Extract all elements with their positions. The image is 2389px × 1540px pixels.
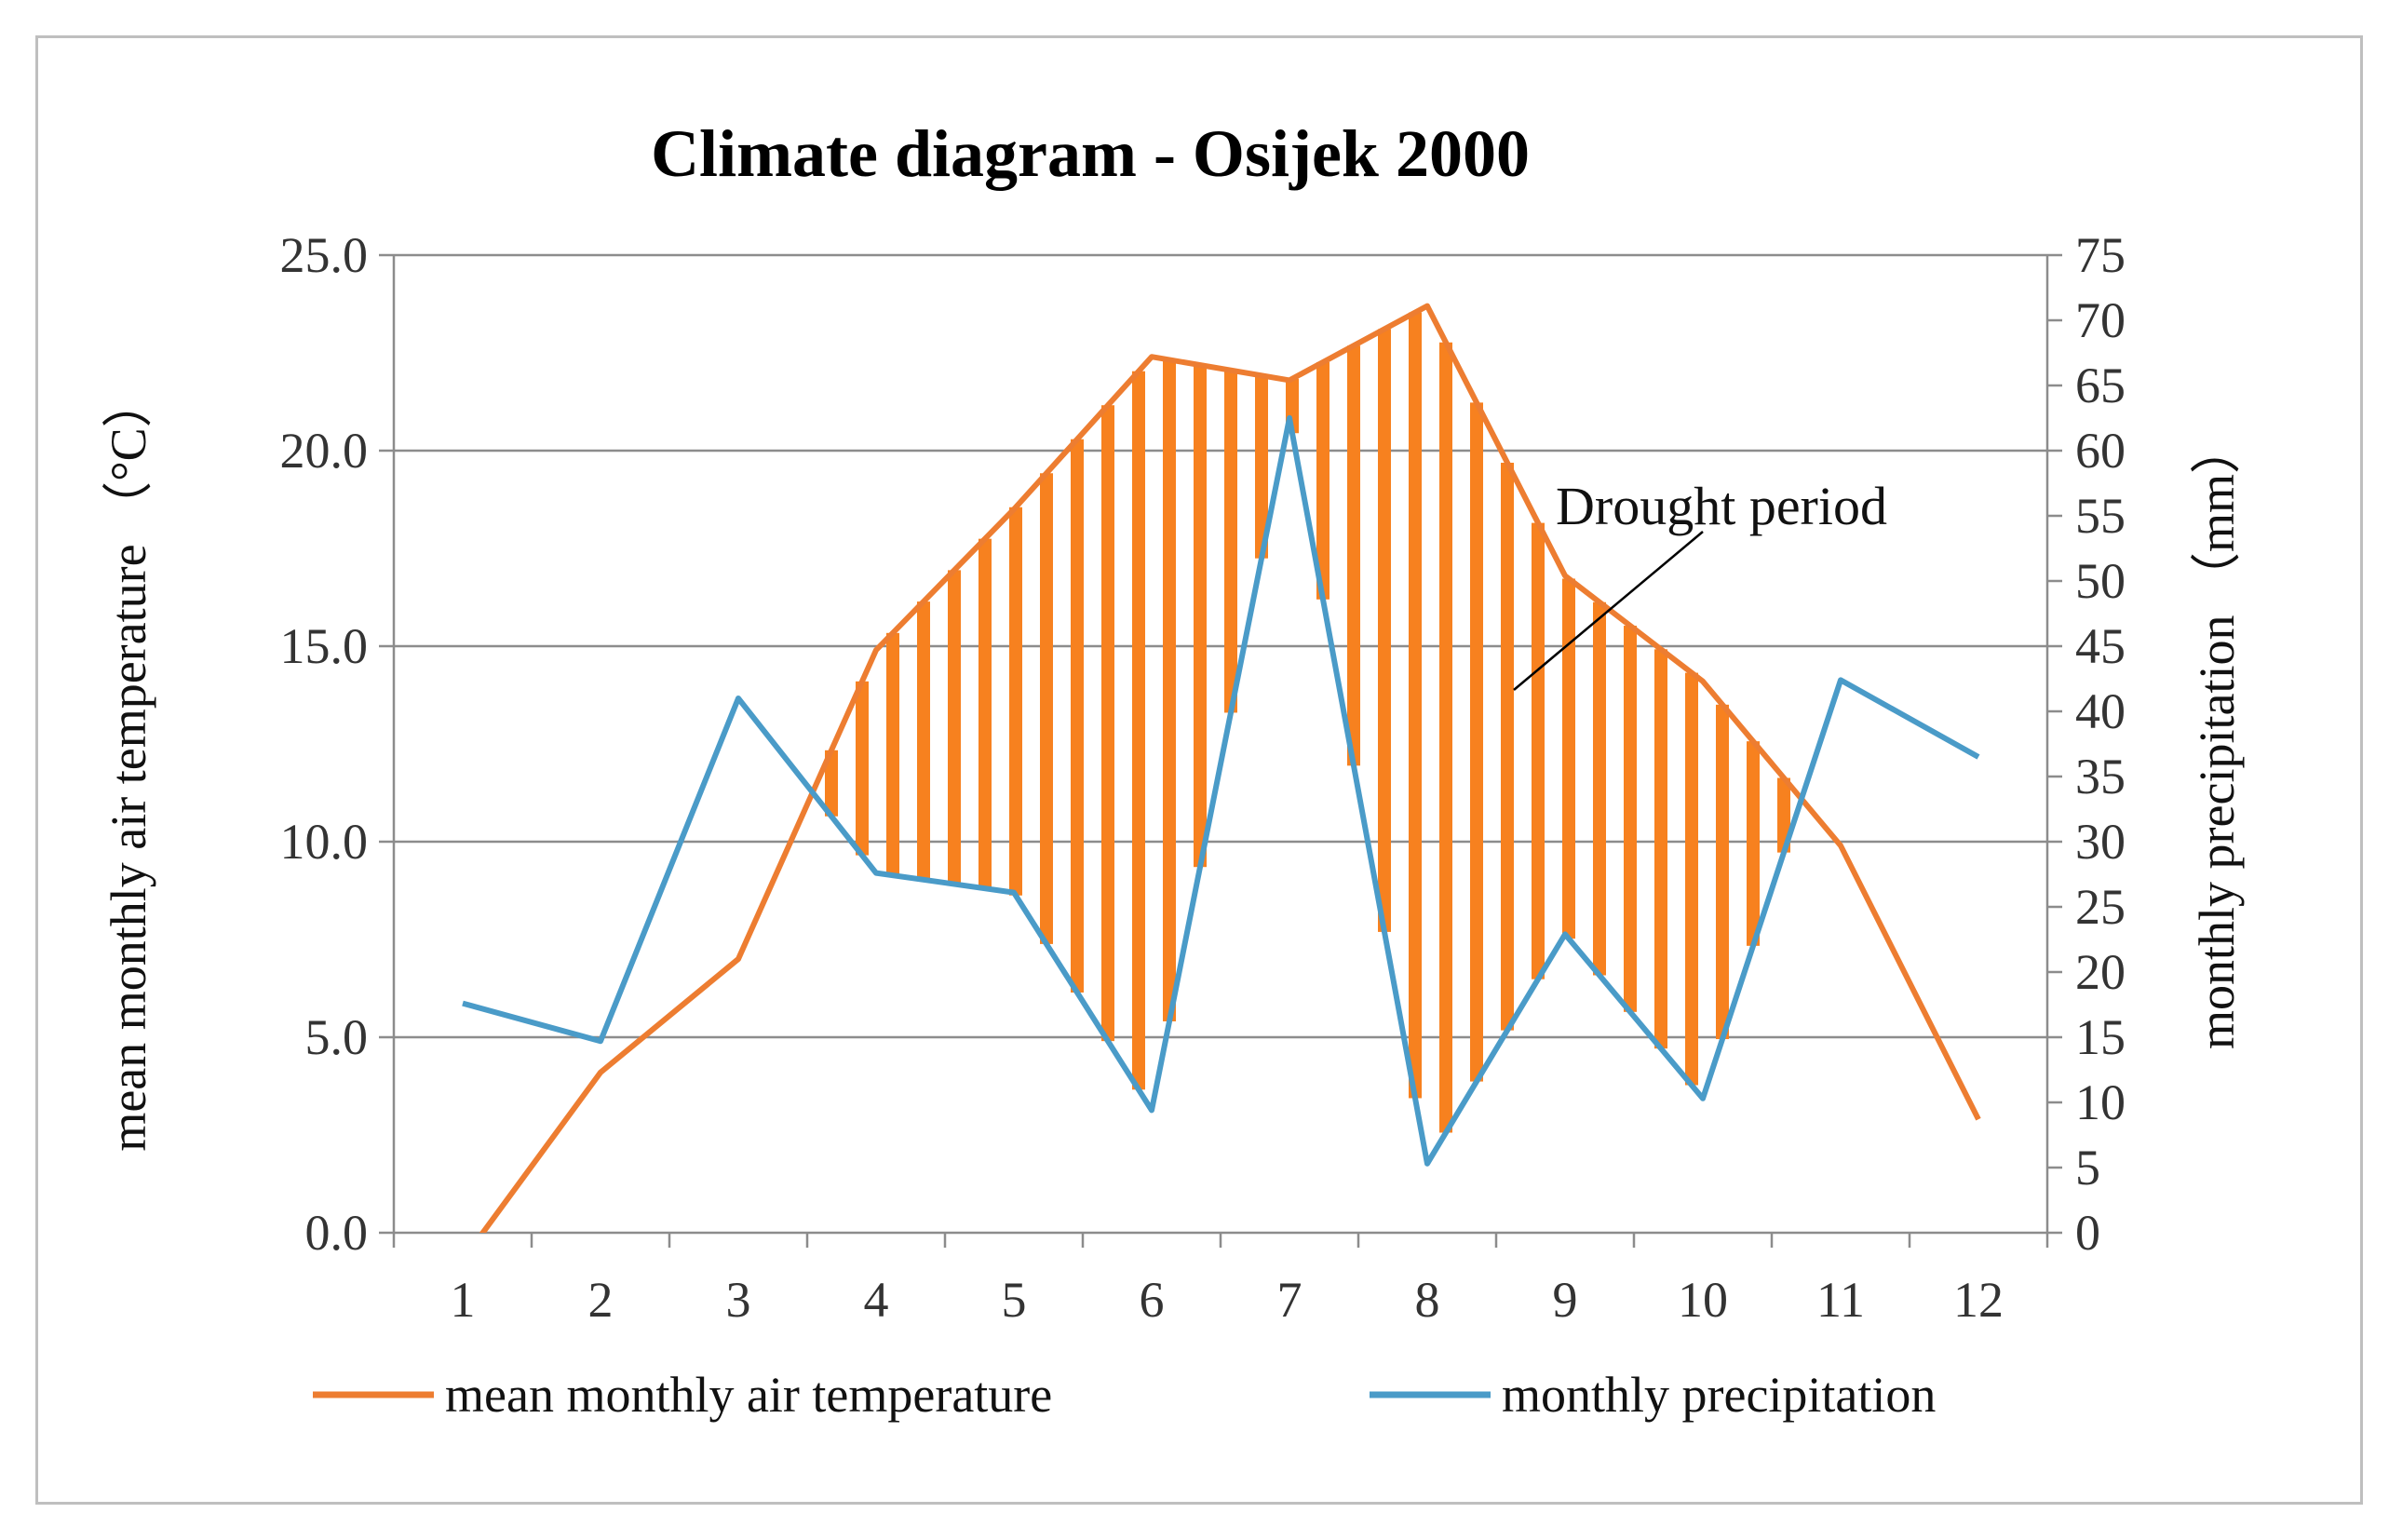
x-tick-label: 12 <box>1953 1272 2004 1328</box>
x-tick-label: 8 <box>1415 1272 1440 1328</box>
drought-hatch-bar <box>1101 405 1114 1042</box>
drought-hatch-bar <box>1040 473 1053 944</box>
temperature-line <box>479 303 1981 1233</box>
precipitation-line <box>462 415 1980 1167</box>
y-right-tick-label: 70 <box>2075 292 2126 348</box>
drought-hatch-bar <box>1747 741 1760 946</box>
y-right-tick-label: 0 <box>2075 1205 2100 1261</box>
drought-hatch-bar <box>1255 375 1268 559</box>
drought-hatch-bar <box>1439 342 1452 1133</box>
drought-hatch-bar <box>1409 312 1422 1099</box>
drought-annotation-label: Drought period <box>1556 476 1887 536</box>
y-right-tick-label: 40 <box>2075 683 2126 739</box>
drought-hatch-bar <box>1562 578 1575 939</box>
y-right-tick-label: 25 <box>2075 879 2126 935</box>
y-right-axis-title: monthly precipitation （mm） <box>2189 424 2245 1049</box>
drought-hatching <box>825 312 1790 1133</box>
drought-annotation-leader <box>1513 531 1704 691</box>
y-right-tick-label: 65 <box>2075 358 2126 413</box>
drought-hatch-bar <box>1624 626 1637 1012</box>
y-right-tick-label: 50 <box>2075 553 2126 609</box>
y-right-tick-label: 10 <box>2075 1074 2126 1130</box>
drought-hatch-bar <box>948 570 961 885</box>
legend: mean monthly air temperature monthly pre… <box>313 1367 1936 1423</box>
drought-hatch-bar <box>856 681 869 856</box>
drought-hatch-bar <box>1501 462 1514 1031</box>
x-tick-label: 1 <box>451 1272 476 1328</box>
drought-hatch-bar <box>1685 672 1698 1086</box>
legend-label-temperature: mean monthly air temperature <box>445 1367 1052 1423</box>
y-left-tick-label: 20.0 <box>280 423 369 479</box>
drought-hatch-bar <box>825 750 838 817</box>
drought-hatch-bar <box>1224 370 1237 713</box>
y-right-tick-label: 60 <box>2075 423 2126 479</box>
gridlines <box>394 253 2047 1039</box>
x-tick-label: 9 <box>1553 1272 1578 1328</box>
drought-hatch-bar <box>1716 704 1729 1040</box>
drought-hatch-bar <box>1163 359 1176 1021</box>
drought-hatch-bar <box>979 538 992 889</box>
x-tick-label: 6 <box>1140 1272 1165 1328</box>
x-tick-label: 3 <box>726 1272 751 1328</box>
y-right-tick-label: 15 <box>2075 1009 2126 1065</box>
drought-hatch-bar <box>1132 371 1145 1090</box>
y-left-axis-title: mean monthly air temperature （°C） <box>101 377 156 1151</box>
x-tick-label: 5 <box>1002 1272 1027 1328</box>
drought-hatch-bar <box>1316 361 1329 600</box>
drought-hatch-bar <box>1470 402 1483 1082</box>
drought-hatch-bar <box>1071 439 1084 993</box>
legend-item-temperature: mean monthly air temperature <box>313 1367 1052 1423</box>
drought-hatch-bar <box>1593 601 1606 976</box>
y-right-tick-label: 55 <box>2075 488 2126 544</box>
drought-hatch-bar <box>1009 507 1022 896</box>
chart-frame: Climate diagram - Osijek 2000 mean month… <box>35 35 2363 1505</box>
drought-hatch-bar <box>1532 522 1545 979</box>
drought-hatch-bar <box>886 632 899 876</box>
y-left-tick-label: 15.0 <box>280 618 369 674</box>
axes <box>379 253 2062 1248</box>
y-right-tick-label: 30 <box>2075 814 2126 870</box>
y-left-tick-label: 5.0 <box>305 1009 369 1065</box>
y-left-tick-label: 0.0 <box>305 1205 369 1261</box>
y-right-tick-label: 20 <box>2075 944 2126 1000</box>
drought-annotation: Drought period <box>1513 476 1887 691</box>
drought-hatch-bar <box>1378 329 1391 932</box>
series-lines <box>462 303 1981 1233</box>
y-right-tick-label: 35 <box>2075 749 2126 804</box>
y-right-tick-labels: 0 5 10 15 20 25 30 35 40 45 50 55 60 65 70 75 <box>2075 227 2126 1261</box>
drought-hatch-bar <box>1654 649 1667 1049</box>
y-right-tick-label: 75 <box>2075 227 2126 283</box>
x-tick-label: 10 <box>1678 1272 1728 1328</box>
y-left-tick-label: 25.0 <box>280 227 369 283</box>
chart: Climate diagram - Osijek 2000 mean month… <box>101 116 2245 1423</box>
chart-title: Climate diagram - Osijek 2000 <box>651 116 1530 191</box>
y-left-tick-label: 10.0 <box>280 814 369 870</box>
drought-hatch-bar <box>1347 345 1360 766</box>
x-tick-labels: 1 2 3 4 5 6 7 8 9 10 11 12 <box>451 1272 2004 1328</box>
y-right-tick-label: 5 <box>2075 1140 2100 1196</box>
drought-hatch-bar <box>1194 365 1207 868</box>
y-left-tick-labels: 0.0 5.0 10.0 15.0 20.0 25.0 <box>280 227 369 1261</box>
y-right-tick-label: 45 <box>2075 618 2126 674</box>
x-tick-label: 11 <box>1816 1272 1865 1328</box>
x-tick-label: 2 <box>588 1272 614 1328</box>
legend-label-precipitation: monthly precipitation <box>1502 1367 1936 1423</box>
x-tick-label: 7 <box>1277 1272 1302 1328</box>
drought-hatch-bar <box>917 601 930 880</box>
x-tick-label: 4 <box>864 1272 889 1328</box>
legend-item-precipitation: monthly precipitation <box>1370 1367 1936 1423</box>
